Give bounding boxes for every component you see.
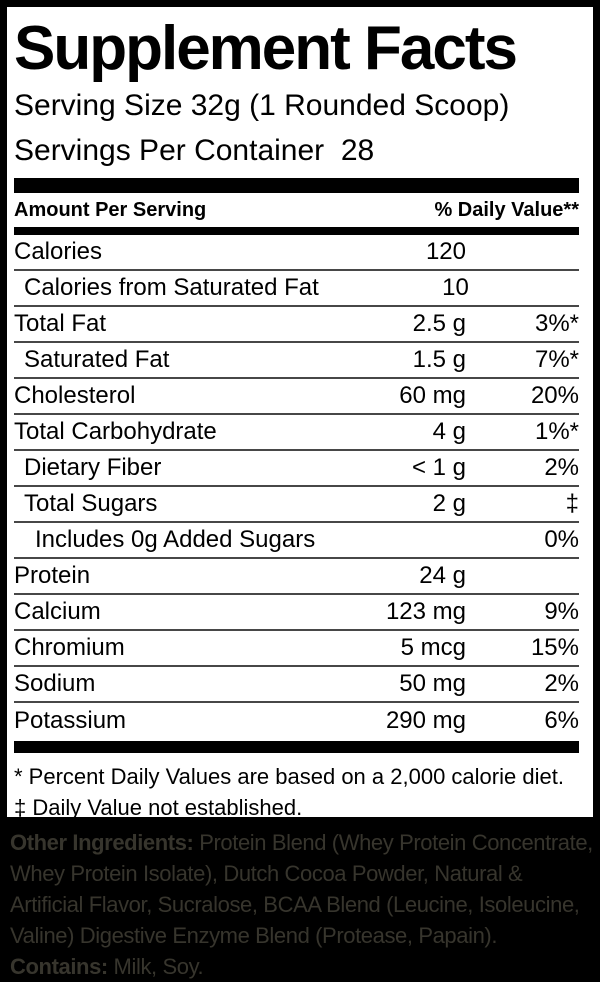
nutrient-row: Protein 24 g <box>14 559 579 595</box>
footnote: * Percent Daily Values are based on a 2,… <box>14 764 564 789</box>
nutrient-name: Total Fat <box>14 310 107 337</box>
ingredient-line: Valine) Digestive Enzyme Blend (Protease… <box>10 920 598 951</box>
nutrient-name: Calories <box>14 238 103 265</box>
nutrient-daily-value: 2% <box>544 454 579 481</box>
ingredient-label: Other Ingredients: <box>10 830 194 855</box>
nutrient-amount: 120 <box>425 238 466 265</box>
separator-bar-bottom <box>14 741 579 753</box>
nutrient-row: Cholesterol 60 mg 20% <box>14 379 579 415</box>
daily-value-header: % Daily Value** <box>434 198 579 221</box>
nutrient-row: Total Fat 2.5 g 3%* <box>14 307 579 343</box>
nutrient-row: Total Carbohydrate 4 g 1%* <box>14 415 579 451</box>
footnote: ‡ Daily Value not established. <box>14 795 303 820</box>
nutrient-row: Potassium 290 mg 6% <box>14 703 579 739</box>
nutrient-name: Calcium <box>14 598 101 625</box>
ingredient-text: Protein Blend (Whey Protein Concentrate, <box>193 830 593 855</box>
servings-per-container-text: Servings Per Container 28 <box>14 134 375 167</box>
other-ingredients-section: Other Ingredients: Protein Blend (Whey P… <box>10 827 598 982</box>
nutrient-name: Total Sugars <box>24 490 158 517</box>
column-header-row: Amount Per Serving % Daily Value** <box>14 193 579 227</box>
nutrient-name: Dietary Fiber <box>24 454 162 481</box>
nutrient-amount: 10 <box>442 274 469 301</box>
nutrient-row: Includes 0g Added Sugars 0% <box>14 523 579 559</box>
nutrient-row: Saturated Fat 1.5 g 7%* <box>14 343 579 379</box>
nutrient-name: Total Carbohydrate <box>14 418 217 445</box>
nutrient-row: Chromium 5 mcg 15% <box>14 631 579 667</box>
supplement-facts-panel: Supplement Facts Serving Size 32g (1 Rou… <box>7 7 593 820</box>
nutrient-daily-value: 2% <box>544 670 579 697</box>
ingredient-text: Artificial Flavor, Sucralose, BCAA Blend… <box>10 892 580 917</box>
nutrient-row: Calories 120 <box>14 235 579 271</box>
nutrient-amount: 60 mg <box>399 382 466 409</box>
serving-size-text: Serving Size 32g (1 Rounded Scoop) <box>14 89 510 122</box>
nutrient-daily-value: 6% <box>544 707 579 734</box>
nutrient-row: Calories from Saturated Fat 10 <box>14 271 579 307</box>
nutrient-amount: 4 g <box>432 418 466 445</box>
nutrient-daily-value: 9% <box>544 598 579 625</box>
supplement-facts-title: Supplement Facts <box>14 14 518 83</box>
nutrient-daily-value: ‡ <box>565 490 579 517</box>
nutrient-name: Includes 0g Added Sugars <box>35 526 316 553</box>
ingredient-line: Other Ingredients: Protein Blend (Whey P… <box>10 827 598 858</box>
nutrient-daily-value: 0% <box>544 526 579 553</box>
nutrient-name: Saturated Fat <box>24 346 170 373</box>
amount-per-serving-header: Amount Per Serving <box>14 198 207 221</box>
nutrient-amount: 24 g <box>419 562 466 589</box>
nutrient-amount: 2.5 g <box>412 310 466 337</box>
nutrient-amount: < 1 g <box>411 454 466 481</box>
nutrient-rows: Calories 120 Calories from Saturated Fat… <box>14 235 579 739</box>
ingredient-text: Valine) Digestive Enzyme Blend (Protease… <box>10 923 498 948</box>
nutrient-amount: 5 mcg <box>400 634 466 661</box>
nutrient-row: Calcium 123 mg 9% <box>14 595 579 631</box>
nutrient-daily-value: 20% <box>530 382 579 409</box>
ingredient-line: Contains: Milk, Soy. <box>10 951 598 982</box>
nutrient-row: Total Sugars 2 g ‡ <box>14 487 579 523</box>
nutrient-daily-value: 15% <box>530 634 579 661</box>
ingredient-line: Whey Protein Isolate), Dutch Cocoa Powde… <box>10 858 598 889</box>
facts-panel-content: Supplement Facts Serving Size 32g (1 Rou… <box>14 15 579 823</box>
nutrient-daily-value: 3%* <box>534 310 579 337</box>
footnotes: * Percent Daily Values are based on a 2,… <box>14 753 579 823</box>
ingredient-line: Artificial Flavor, Sucralose, BCAA Blend… <box>10 889 598 920</box>
nutrient-amount: 1.5 g <box>412 346 466 373</box>
ingredient-text: Whey Protein Isolate), Dutch Cocoa Powde… <box>10 861 523 886</box>
nutrient-amount: 50 mg <box>399 670 466 697</box>
ingredient-text: Milk, Soy. <box>107 954 204 979</box>
nutrient-name: Sodium <box>14 670 96 697</box>
nutrient-daily-value: 1%* <box>534 418 579 445</box>
nutrient-name: Potassium <box>14 707 127 734</box>
nutrient-daily-value: 7%* <box>534 346 579 373</box>
nutrient-amount: 290 mg <box>385 707 466 734</box>
nutrient-name: Protein <box>14 562 91 589</box>
nutrient-amount: 123 mg <box>385 598 466 625</box>
separator-bar-header <box>14 227 579 235</box>
nutrient-name: Chromium <box>14 634 125 661</box>
nutrient-amount: 2 g <box>432 490 466 517</box>
separator-bar-top <box>14 178 579 193</box>
nutrient-name: Cholesterol <box>14 382 136 409</box>
nutrient-name: Calories from Saturated Fat <box>24 274 319 301</box>
nutrient-row: Sodium 50 mg 2% <box>14 667 579 703</box>
ingredient-label: Contains: <box>10 954 108 979</box>
nutrient-row: Dietary Fiber < 1 g 2% <box>14 451 579 487</box>
